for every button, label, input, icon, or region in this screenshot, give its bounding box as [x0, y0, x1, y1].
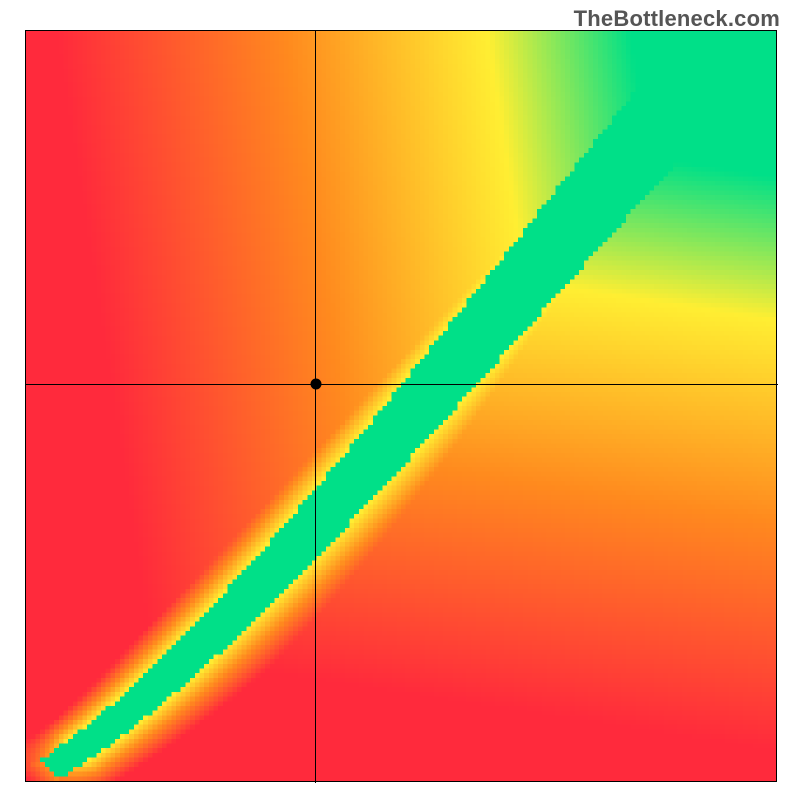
bottleneck-heatmap [25, 30, 777, 782]
data-point-marker [310, 379, 321, 390]
watermark-text: TheBottleneck.com [574, 6, 780, 32]
crosshair-vertical [315, 31, 316, 783]
heatmap-canvas [26, 31, 776, 781]
crosshair-horizontal [26, 384, 778, 385]
